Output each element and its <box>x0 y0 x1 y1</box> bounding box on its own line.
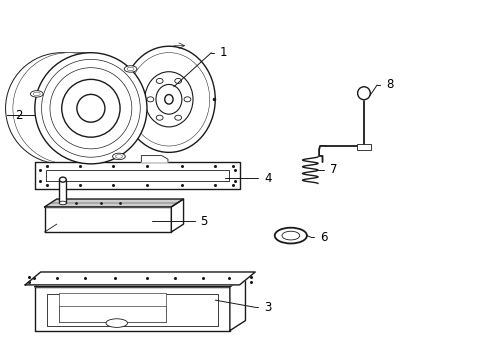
Ellipse shape <box>13 53 125 164</box>
Polygon shape <box>141 156 167 162</box>
Bar <box>60 180 66 203</box>
Ellipse shape <box>30 91 43 97</box>
Ellipse shape <box>156 85 182 114</box>
Text: 1: 1 <box>220 46 227 59</box>
Polygon shape <box>229 276 245 330</box>
Bar <box>356 144 370 150</box>
Ellipse shape <box>112 153 125 159</box>
Text: 4: 4 <box>264 172 271 185</box>
Polygon shape <box>35 162 239 189</box>
Ellipse shape <box>282 231 299 240</box>
Ellipse shape <box>156 78 163 84</box>
Text: 3: 3 <box>264 301 271 314</box>
Ellipse shape <box>164 95 173 104</box>
Bar <box>47 294 217 326</box>
Ellipse shape <box>77 94 105 122</box>
Ellipse shape <box>144 72 193 127</box>
Bar <box>59 306 166 321</box>
Ellipse shape <box>115 155 122 158</box>
Polygon shape <box>44 199 183 207</box>
Ellipse shape <box>5 53 118 164</box>
Ellipse shape <box>27 53 140 164</box>
Ellipse shape <box>65 94 93 122</box>
Polygon shape <box>35 287 229 330</box>
Polygon shape <box>35 276 245 287</box>
Ellipse shape <box>20 53 132 164</box>
Ellipse shape <box>60 177 66 182</box>
Polygon shape <box>44 207 171 232</box>
Ellipse shape <box>60 201 66 205</box>
Ellipse shape <box>274 228 306 243</box>
Ellipse shape <box>33 92 40 96</box>
Ellipse shape <box>122 46 215 152</box>
Text: 2: 2 <box>15 109 23 122</box>
Ellipse shape <box>35 53 147 164</box>
Ellipse shape <box>124 66 137 72</box>
Ellipse shape <box>127 67 134 71</box>
Ellipse shape <box>61 79 120 137</box>
Polygon shape <box>25 272 255 285</box>
Ellipse shape <box>183 97 190 102</box>
Ellipse shape <box>174 115 181 120</box>
Bar <box>59 293 166 321</box>
Polygon shape <box>171 199 183 232</box>
Ellipse shape <box>147 97 154 102</box>
Ellipse shape <box>174 78 181 84</box>
Text: 8: 8 <box>385 78 392 91</box>
Ellipse shape <box>106 319 127 327</box>
Text: 5: 5 <box>200 215 207 228</box>
Ellipse shape <box>357 87 369 100</box>
Text: 6: 6 <box>320 231 327 244</box>
Text: 7: 7 <box>329 163 337 176</box>
Ellipse shape <box>156 115 163 120</box>
Ellipse shape <box>128 53 209 146</box>
Polygon shape <box>45 170 228 181</box>
